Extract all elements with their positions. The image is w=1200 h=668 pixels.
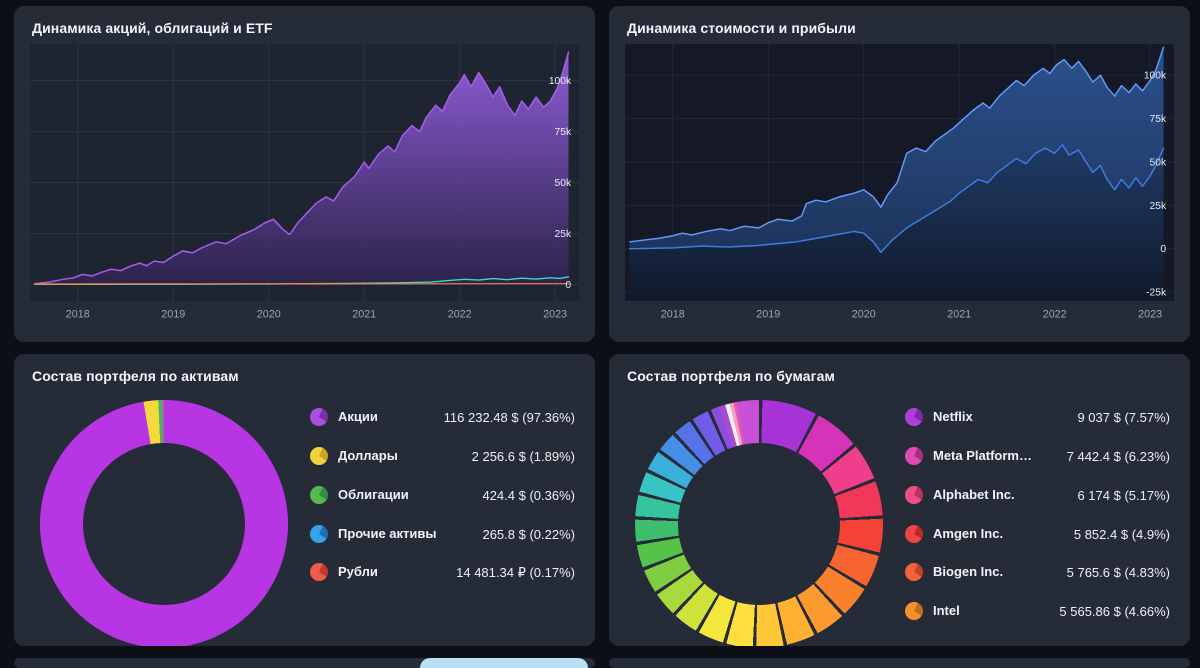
legend-item-intel[interactable]: Intel 5 565.86 $ (4.66%) xyxy=(905,592,1170,631)
legend-label: Прочие активы xyxy=(338,525,437,541)
pie-icon xyxy=(310,485,328,504)
value-chart-title: Динамика стоимости и прибыли xyxy=(627,20,856,36)
pie-icon xyxy=(905,446,923,465)
legend-value: 14 481.34 ₽ (0.17%) xyxy=(456,565,575,581)
assets-donut-chart[interactable] xyxy=(40,400,288,646)
pie-icon xyxy=(905,408,923,426)
legend-value: 424.4 $ (0.36%) xyxy=(482,487,575,503)
svg-text:25k: 25k xyxy=(1150,201,1167,212)
legend-label: Amgen Inc. xyxy=(933,525,1004,541)
stocks-chart-title: Динамика акций, облигаций и ETF xyxy=(32,20,273,36)
legend-label: Biogen Inc. xyxy=(933,564,1004,580)
svg-text:0: 0 xyxy=(1160,244,1166,255)
svg-text:2018: 2018 xyxy=(66,309,90,321)
svg-text:50k: 50k xyxy=(1150,157,1167,168)
pie-icon xyxy=(310,408,328,426)
svg-text:2021: 2021 xyxy=(352,309,376,321)
panel-stocks-bonds-etf: Динамика акций, облигаций и ETF 0 25k 50k 7… xyxy=(14,6,595,342)
legend-value: 265.8 $ (0.22%) xyxy=(482,526,575,542)
securities-content: Netflix 9 037 $ (7.57%) Meta Platform… 7… xyxy=(625,392,1174,646)
value-profit-line-chart[interactable]: -25k 0 25k 50k 75k 100k 2018 2019 2020 2021 2022 20… xyxy=(625,44,1174,322)
donut-hole xyxy=(83,443,245,605)
legend-label: Облигации xyxy=(338,486,409,502)
legend-value: 5 852.4 $ (4.9%) xyxy=(1073,526,1170,542)
svg-text:2018: 2018 xyxy=(661,309,685,321)
legend-item-meta[interactable]: Meta Platform… 7 442.4 $ (6.23%) xyxy=(905,437,1170,476)
legend-label: Рубли xyxy=(338,564,378,580)
panel-next-row-right xyxy=(609,658,1190,668)
securities-donut-chart[interactable] xyxy=(635,400,883,646)
svg-text:50k: 50k xyxy=(555,178,572,189)
legend-item-rubles[interactable]: Рубли 14 481.34 ₽ (0.17%) xyxy=(310,553,575,592)
svg-text:0: 0 xyxy=(565,280,571,291)
legend-value: 6 174 $ (5.17%) xyxy=(1077,487,1170,503)
legend-value: 2 256.6 $ (1.89%) xyxy=(471,448,575,464)
svg-text:2023: 2023 xyxy=(543,309,567,321)
legend-label: Alphabet Inc. xyxy=(933,486,1015,502)
legend-label: Meta Platform… xyxy=(933,447,1032,463)
svg-text:2021: 2021 xyxy=(947,309,971,321)
svg-text:75k: 75k xyxy=(555,127,572,138)
svg-text:75k: 75k xyxy=(1150,114,1167,125)
legend-item-other-assets[interactable]: Прочие активы 265.8 $ (0.22%) xyxy=(310,515,575,554)
legend-item-bonds[interactable]: Облигации 424.4 $ (0.36%) xyxy=(310,476,575,515)
donut-hole xyxy=(678,443,840,605)
legend-item-biogen[interactable]: Biogen Inc. 5 765.6 $ (4.83%) xyxy=(905,553,1170,592)
pie-icon xyxy=(905,485,923,504)
svg-text:2023: 2023 xyxy=(1138,309,1162,321)
legend-label: Доллары xyxy=(338,447,398,463)
assets-legend: Акции 116 232.48 $ (97.36%) Доллары 2 25… xyxy=(310,398,575,592)
legend-item-amgen[interactable]: Amgen Inc. 5 852.4 $ (4.9%) xyxy=(905,515,1170,554)
panel-assets-composition: Состав портфеля по активам Акции 116 232… xyxy=(14,354,595,646)
legend-item-dollars[interactable]: Доллары 2 256.6 $ (1.89%) xyxy=(310,437,575,476)
pie-icon xyxy=(310,563,328,582)
pie-icon xyxy=(905,602,923,621)
svg-text:2020: 2020 xyxy=(852,309,876,321)
legend-value: 5 565.86 $ (4.66%) xyxy=(1059,604,1170,620)
assets-title: Состав портфеля по активам xyxy=(32,368,239,384)
legend-item-stocks[interactable]: Акции 116 232.48 $ (97.36%) xyxy=(310,398,575,437)
assets-content: Акции 116 232.48 $ (97.36%) Доллары 2 25… xyxy=(30,392,579,646)
svg-text:25k: 25k xyxy=(555,229,572,240)
legend-label: Netflix xyxy=(933,409,973,424)
bottom-pill-button[interactable] xyxy=(420,658,588,668)
pie-icon xyxy=(310,446,328,465)
legend-label: Intel xyxy=(933,603,960,619)
legend-item-alphabet[interactable]: Alphabet Inc. 6 174 $ (5.17%) xyxy=(905,476,1170,515)
svg-text:2020: 2020 xyxy=(257,309,281,321)
svg-text:2019: 2019 xyxy=(756,309,780,321)
legend-label: Акции xyxy=(338,409,378,424)
svg-text:2022: 2022 xyxy=(1043,309,1067,321)
svg-text:100k: 100k xyxy=(549,76,572,87)
legend-value: 9 037 $ (7.57%) xyxy=(1077,410,1170,425)
securities-legend: Netflix 9 037 $ (7.57%) Meta Platform… 7… xyxy=(905,398,1170,631)
svg-text:2022: 2022 xyxy=(448,309,472,321)
legend-value: 5 765.6 $ (4.83%) xyxy=(1066,565,1170,581)
panel-securities-composition: Состав портфеля по бумагам Netflix 9 037… xyxy=(609,354,1190,646)
legend-item-netflix[interactable]: Netflix 9 037 $ (7.57%) xyxy=(905,398,1170,437)
pie-icon xyxy=(905,563,923,582)
stocks-line-chart[interactable]: 0 25k 50k 75k 100k 2018 2019 2020 2021 2022 2023 xyxy=(30,44,579,322)
panel-value-profit: Динамика стоимости и прибыли -25k 0 25k 50k… xyxy=(609,6,1190,342)
pie-icon xyxy=(310,524,328,543)
svg-text:100k: 100k xyxy=(1144,71,1167,82)
panel-next-row-left xyxy=(14,658,595,668)
legend-value: 7 442.4 $ (6.23%) xyxy=(1066,448,1170,464)
pie-icon xyxy=(905,524,923,543)
svg-text:2019: 2019 xyxy=(161,309,185,321)
legend-value: 116 232.48 $ (97.36%) xyxy=(443,410,575,425)
svg-text:-25k: -25k xyxy=(1146,288,1167,299)
securities-title: Состав портфеля по бумагам xyxy=(627,368,835,384)
